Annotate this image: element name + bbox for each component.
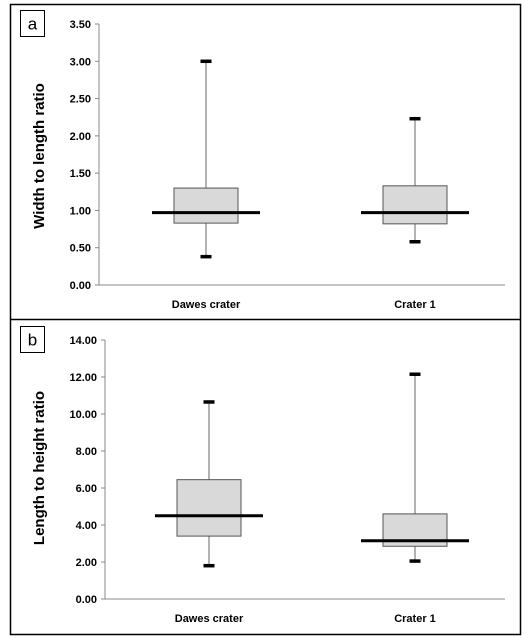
panel-a-marks xyxy=(152,59,469,259)
panel-b-tick-label: 2.00 xyxy=(76,557,97,569)
panel-b-tick-label: 4.00 xyxy=(76,520,97,532)
panel-b-marks xyxy=(155,372,469,568)
panel-b-tick-label: 0.00 xyxy=(76,594,97,606)
panel-a-tick-label: 2.50 xyxy=(70,94,91,106)
panel-b-tick-label: 10.00 xyxy=(69,409,97,421)
panel-b-letter: b xyxy=(28,331,37,350)
panel-a-tick-label: 3.00 xyxy=(70,56,91,68)
panel-b-box xyxy=(176,479,242,537)
panel-a-tick-label: 1.50 xyxy=(70,168,91,180)
panel-a-letter: a xyxy=(28,15,38,34)
panel-b-letter-box xyxy=(20,326,45,353)
panel-a-category-label: Dawes crater xyxy=(172,299,241,311)
panel-a-box xyxy=(173,187,239,224)
panel-b-y-axis-title: Length to height ratio xyxy=(31,391,48,545)
panel-a-ticks: 0.00 0.50 1.00 1.50 2.00 2.50 3.00 3.50 Dawes cr… xyxy=(70,19,505,311)
panel-a-tick-label: 0.00 xyxy=(70,280,91,292)
panel-b-tick-label: 6.00 xyxy=(76,483,97,495)
panel-b-category-label: Dawes crater xyxy=(175,613,244,625)
panel-b-category-label: Crater 1 xyxy=(394,613,436,625)
panel-a-y-axis-title: Width to length ratio xyxy=(31,83,48,229)
panel-b-tick-label: 14.00 xyxy=(69,335,97,347)
panel-a-box xyxy=(382,185,448,225)
panel-a-tick-label: 3.50 xyxy=(70,19,91,31)
panel-a-tick-label: 2.00 xyxy=(70,131,91,143)
panel-a-tick-label: 1.00 xyxy=(70,205,91,217)
panel-a-tick-label: 0.50 xyxy=(70,243,91,255)
panel-a: a Width to length ratio 0.00 0.50 1.00 1.50… xyxy=(20,10,505,311)
panel-b: b Length to height ratio 0.00 2.00 4.00 6.0… xyxy=(20,326,505,625)
panel-a-letter-box xyxy=(20,10,45,37)
panel-b-ticks: 0.00 2.00 4.00 6.00 8.00 10.00 12.00 14.00 Dawes… xyxy=(69,335,505,625)
panel-b-tick-label: 12.00 xyxy=(69,372,97,384)
panel-b-tick-label: 8.00 xyxy=(76,446,97,458)
panel-a-category-label: Crater 1 xyxy=(394,299,436,311)
